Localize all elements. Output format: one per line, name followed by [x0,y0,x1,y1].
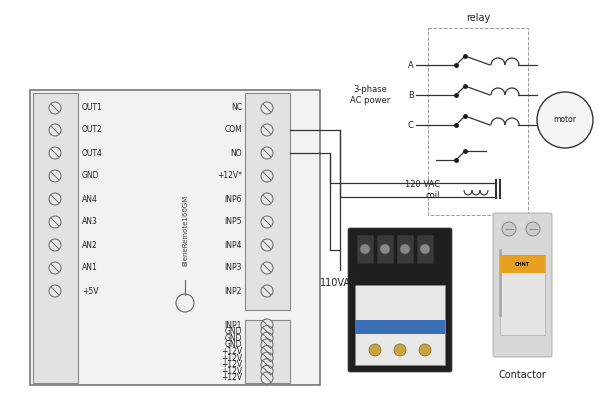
Circle shape [360,244,370,254]
Circle shape [261,170,273,182]
Circle shape [261,332,273,344]
FancyBboxPatch shape [348,228,452,372]
Circle shape [49,147,61,159]
Circle shape [261,239,273,251]
Bar [357,235,373,263]
Text: motor: motor [554,116,577,124]
Text: OUT4: OUT4 [82,148,103,158]
Text: INP4: INP4 [224,240,242,250]
Circle shape [261,352,273,364]
Text: +12V: +12V [221,347,242,356]
Circle shape [419,344,431,356]
Bar [355,285,445,365]
Bar [245,93,290,310]
Text: INP5: INP5 [224,218,242,226]
Circle shape [369,344,381,356]
Bar [397,235,413,263]
Circle shape [49,239,61,251]
FancyBboxPatch shape [493,213,552,357]
Circle shape [261,216,273,228]
Text: INP3: INP3 [224,264,242,272]
Text: OUT1: OUT1 [82,104,103,112]
Circle shape [261,372,273,384]
Bar [500,255,545,335]
Text: AN1: AN1 [82,264,98,272]
Text: +5V: +5V [82,286,98,296]
Text: GND: GND [224,334,242,343]
Text: A: A [408,60,414,70]
Text: AN3: AN3 [82,218,98,226]
Circle shape [261,346,273,358]
Bar [245,320,290,383]
Circle shape [261,102,273,114]
Bar [355,320,445,334]
Text: COM: COM [224,126,242,134]
Circle shape [49,193,61,205]
Text: +12V*: +12V* [217,172,242,180]
Circle shape [49,262,61,274]
Circle shape [261,359,273,371]
Text: GND: GND [82,172,100,180]
Circle shape [261,285,273,297]
Circle shape [537,92,593,148]
Text: BieneRemote160GM: BieneRemote160GM [182,194,188,266]
Circle shape [49,102,61,114]
Circle shape [49,124,61,136]
Circle shape [261,124,273,136]
Text: +12V: +12V [221,360,242,369]
Circle shape [49,285,61,297]
Text: relay: relay [466,13,490,23]
Circle shape [261,193,273,205]
Text: CHNT: CHNT [515,262,530,266]
Circle shape [420,244,430,254]
Text: AN4: AN4 [82,194,98,204]
Circle shape [49,170,61,182]
Text: Contactor: Contactor [499,370,547,380]
Bar [500,255,545,273]
Text: NC: NC [231,104,242,112]
Circle shape [261,319,273,331]
Circle shape [380,244,390,254]
Bar [33,93,78,383]
Text: INP1: INP1 [224,320,242,330]
Text: +12V: +12V [221,374,242,382]
Bar [377,235,393,263]
Text: GND: GND [224,340,242,349]
Text: C: C [408,120,414,130]
Text: INP6: INP6 [224,194,242,204]
Text: INP2: INP2 [224,286,242,296]
Text: +12V: +12V [221,354,242,363]
Text: OUT2: OUT2 [82,126,103,134]
Circle shape [261,365,273,377]
Circle shape [502,222,516,236]
Circle shape [261,326,273,338]
Text: AN2: AN2 [82,240,98,250]
Circle shape [394,344,406,356]
Text: B: B [408,90,414,100]
Circle shape [261,147,273,159]
Text: 120 VAC
coil: 120 VAC coil [405,180,440,200]
Text: 110VAC: 110VAC [320,278,358,288]
Text: 3-phase
AC power: 3-phase AC power [350,85,390,105]
Bar [428,28,528,215]
Text: GND: GND [224,327,242,336]
Circle shape [261,262,273,274]
Text: +12V: +12V [221,367,242,376]
Bar [417,235,433,263]
Circle shape [400,244,410,254]
Circle shape [49,216,61,228]
Bar [30,90,320,385]
Circle shape [526,222,540,236]
Text: NO: NO [230,148,242,158]
Circle shape [261,339,273,351]
